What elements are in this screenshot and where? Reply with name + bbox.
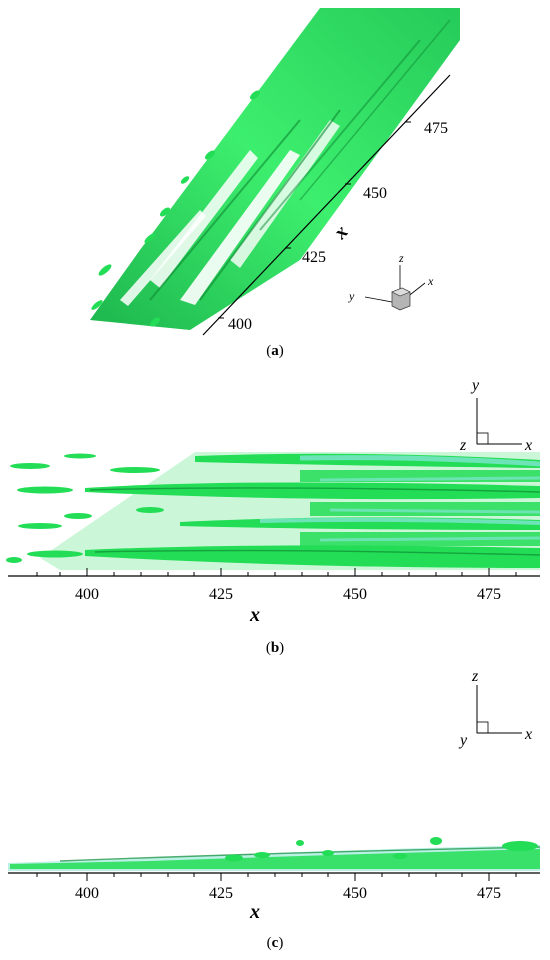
triad-label-x: x [524,726,532,743]
triad-label-y: y [458,732,468,749]
axis-x-c: 400 425 450 475 x [8,872,540,923]
axis-x-3d: 400 425 450 475 x [202,74,451,336]
triad-label-z: z [398,251,404,265]
caption-b: (b) [265,640,285,656]
panel-c-plot: z y x [8,668,541,923]
caption-letter: b [270,640,280,656]
axis-triad-b: y z x [459,377,532,454]
tick-label: 400 [228,316,252,333]
axis-triad-3d: z y x [348,251,434,311]
panel-b-plot: y z x [6,377,541,626]
axis-x-b: 400 425 450 475 x [8,568,540,626]
axis-label-x: x [249,901,260,923]
triad-label-x: x [427,274,434,288]
isosurface-top [6,452,541,572]
isosurface-3d [90,8,460,330]
tick-label: 450 [343,586,367,603]
tick-label: 425 [209,885,233,902]
isosurface-side [8,837,541,871]
tick-label: 425 [302,249,326,266]
tick-label: 475 [477,885,501,902]
panel-c: z y x [0,665,550,935]
triad-label-y: y [348,289,355,303]
triad-label-x: x [524,437,532,454]
tick-label: 425 [209,586,233,603]
axis-triad-c: z y x [458,668,532,749]
caption-letter: a [271,343,279,359]
triad-label-z: z [471,668,479,685]
tick-label: 475 [424,120,448,137]
triad-label-z: z [459,437,467,454]
axis-label-x: x [329,221,353,244]
caption-c: (c) [266,935,284,951]
caption-letter: c [271,935,279,951]
axis-label-x: x [249,604,260,626]
triad-label-y: y [470,377,480,394]
tick-label: 450 [363,185,387,202]
tick-label: 400 [75,586,99,603]
tick-label: 475 [477,586,501,603]
caption-a: (a) [266,343,284,359]
panel-a: 400 425 450 475 x z y x [0,0,550,340]
panel-b: y z x [0,370,550,640]
tick-label: 450 [343,885,367,902]
tick-label: 400 [75,885,99,902]
panel-a-plot: 400 425 450 475 x z y x [90,8,460,336]
